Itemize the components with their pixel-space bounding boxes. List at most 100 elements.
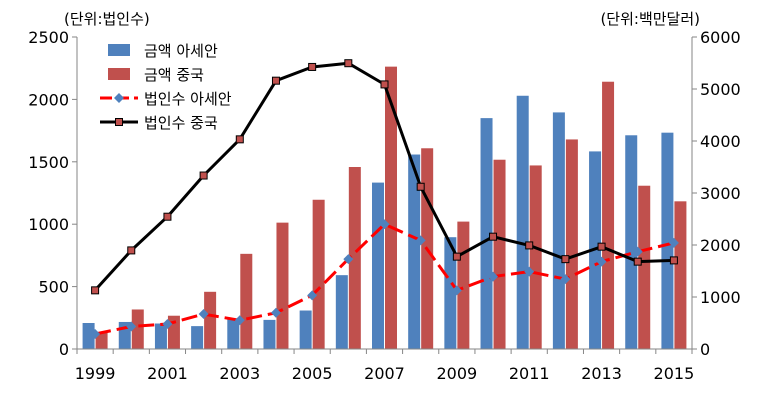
x-tick-label: 2011 [509, 364, 550, 383]
point-china-count [163, 212, 172, 221]
point-asean-count [415, 235, 426, 246]
bars-layer [82, 66, 687, 350]
bar-asean-amount [661, 132, 674, 349]
point-china-count [561, 255, 570, 264]
point-asean-count [488, 271, 499, 282]
point-china-count [597, 242, 606, 251]
x-tick-label: 2005 [292, 364, 333, 383]
bar-china-amount [529, 165, 542, 349]
right-tick-label: 4000 [700, 132, 741, 151]
bar-china-amount [565, 139, 578, 349]
left-tick-label: 2500 [28, 28, 69, 47]
left-axis-unit-label: (단위:법인수) [64, 10, 150, 28]
point-china-count [91, 286, 100, 295]
point-china-count [669, 256, 678, 265]
x-tick-label: 2001 [147, 364, 188, 383]
x-tick-label: 2009 [436, 364, 477, 383]
point-china-count [525, 241, 534, 250]
x-tick-label: 2015 [654, 364, 695, 383]
x-tick-label: 2013 [581, 364, 622, 383]
bar-asean-amount [552, 112, 565, 350]
bar-asean-amount [227, 319, 240, 349]
point-asean-count [560, 274, 571, 285]
bar-asean-amount [154, 323, 167, 349]
bar-asean-amount [480, 118, 493, 350]
lines-layer [90, 59, 679, 340]
legend-marker-asean-count [114, 93, 124, 103]
legend-swatch-china-amount [108, 68, 130, 80]
bar-china-amount [385, 66, 397, 349]
x-tick-label: 1999 [75, 364, 116, 383]
left-tick-label: 500 [38, 278, 69, 297]
x-tick-label: 2003 [219, 364, 260, 383]
point-asean-count [524, 266, 535, 277]
bar-asean-amount [516, 95, 529, 349]
bar-asean-amount [408, 154, 421, 349]
right-tick-label: 2000 [700, 236, 741, 255]
point-china-count [344, 59, 353, 68]
point-asean-count [270, 307, 281, 318]
point-asean-count [343, 254, 354, 265]
left-tick-label: 0 [59, 340, 69, 359]
point-china-count [235, 135, 244, 144]
bar-asean-amount [625, 135, 638, 349]
point-china-count [489, 232, 498, 241]
bar-china-amount [638, 185, 651, 349]
bar-china-amount [240, 253, 253, 349]
x-tick-label: 2007 [364, 364, 405, 383]
right-tick-label: 3000 [700, 184, 741, 203]
bar-asean-amount [263, 319, 276, 349]
point-asean-count [198, 309, 209, 320]
legend-label-china-amount: 금액 중국 [144, 66, 204, 84]
right-tick-label: 0 [700, 340, 710, 359]
point-asean-count [596, 256, 607, 267]
point-asean-count [668, 237, 679, 248]
legend-label-china-count: 법인수 중국 [144, 114, 218, 132]
bar-asean-amount [82, 323, 95, 349]
point-china-count [380, 80, 389, 89]
point-china-count [308, 62, 317, 71]
bar-asean-amount [335, 275, 348, 349]
point-asean-count [379, 219, 390, 230]
bar-asean-amount [191, 326, 204, 349]
point-asean-count [451, 285, 462, 296]
point-china-count [127, 246, 136, 255]
axes-layer: 0 500 1000 1500 2000 2500 0 1000 2000 3000 4000 500… [28, 10, 740, 383]
bar-china-amount [348, 167, 361, 349]
right-tick-label: 6000 [700, 28, 741, 47]
legend-marker-china-count [115, 118, 123, 126]
legend-label-asean-amount: 금액 아세안 [144, 42, 218, 60]
point-asean-count [307, 290, 318, 301]
point-asean-count [234, 315, 245, 326]
left-tick-label: 1000 [28, 215, 69, 234]
point-china-count [416, 182, 425, 191]
point-asean-count [126, 321, 137, 332]
bar-china-amount [674, 201, 687, 349]
point-china-count [633, 257, 642, 266]
point-asean-count [632, 246, 643, 257]
left-tick-label: 2000 [28, 90, 69, 109]
bar-china-amount [95, 332, 108, 349]
point-china-count [452, 252, 461, 261]
bar-asean-amount [299, 310, 312, 349]
bar-china-amount [131, 309, 144, 349]
bar-china-amount [602, 81, 615, 349]
point-china-count [199, 171, 208, 180]
left-tick-label: 1500 [28, 153, 69, 172]
bar-asean-amount [372, 182, 384, 349]
bar-china-amount [312, 199, 325, 349]
bar-china-amount [276, 222, 289, 349]
point-china-count [271, 76, 280, 85]
legend-swatch-asean-amount [108, 44, 130, 56]
bar-china-amount [493, 159, 506, 349]
bar-asean-amount [444, 237, 457, 349]
point-asean-count [90, 329, 101, 340]
right-axis-unit-label: (단위:백만달러) [600, 10, 700, 28]
line-asean-count [94, 222, 675, 336]
right-tick-label: 1000 [700, 288, 741, 307]
point-asean-count [162, 319, 173, 330]
bar-china-amount [204, 291, 217, 349]
